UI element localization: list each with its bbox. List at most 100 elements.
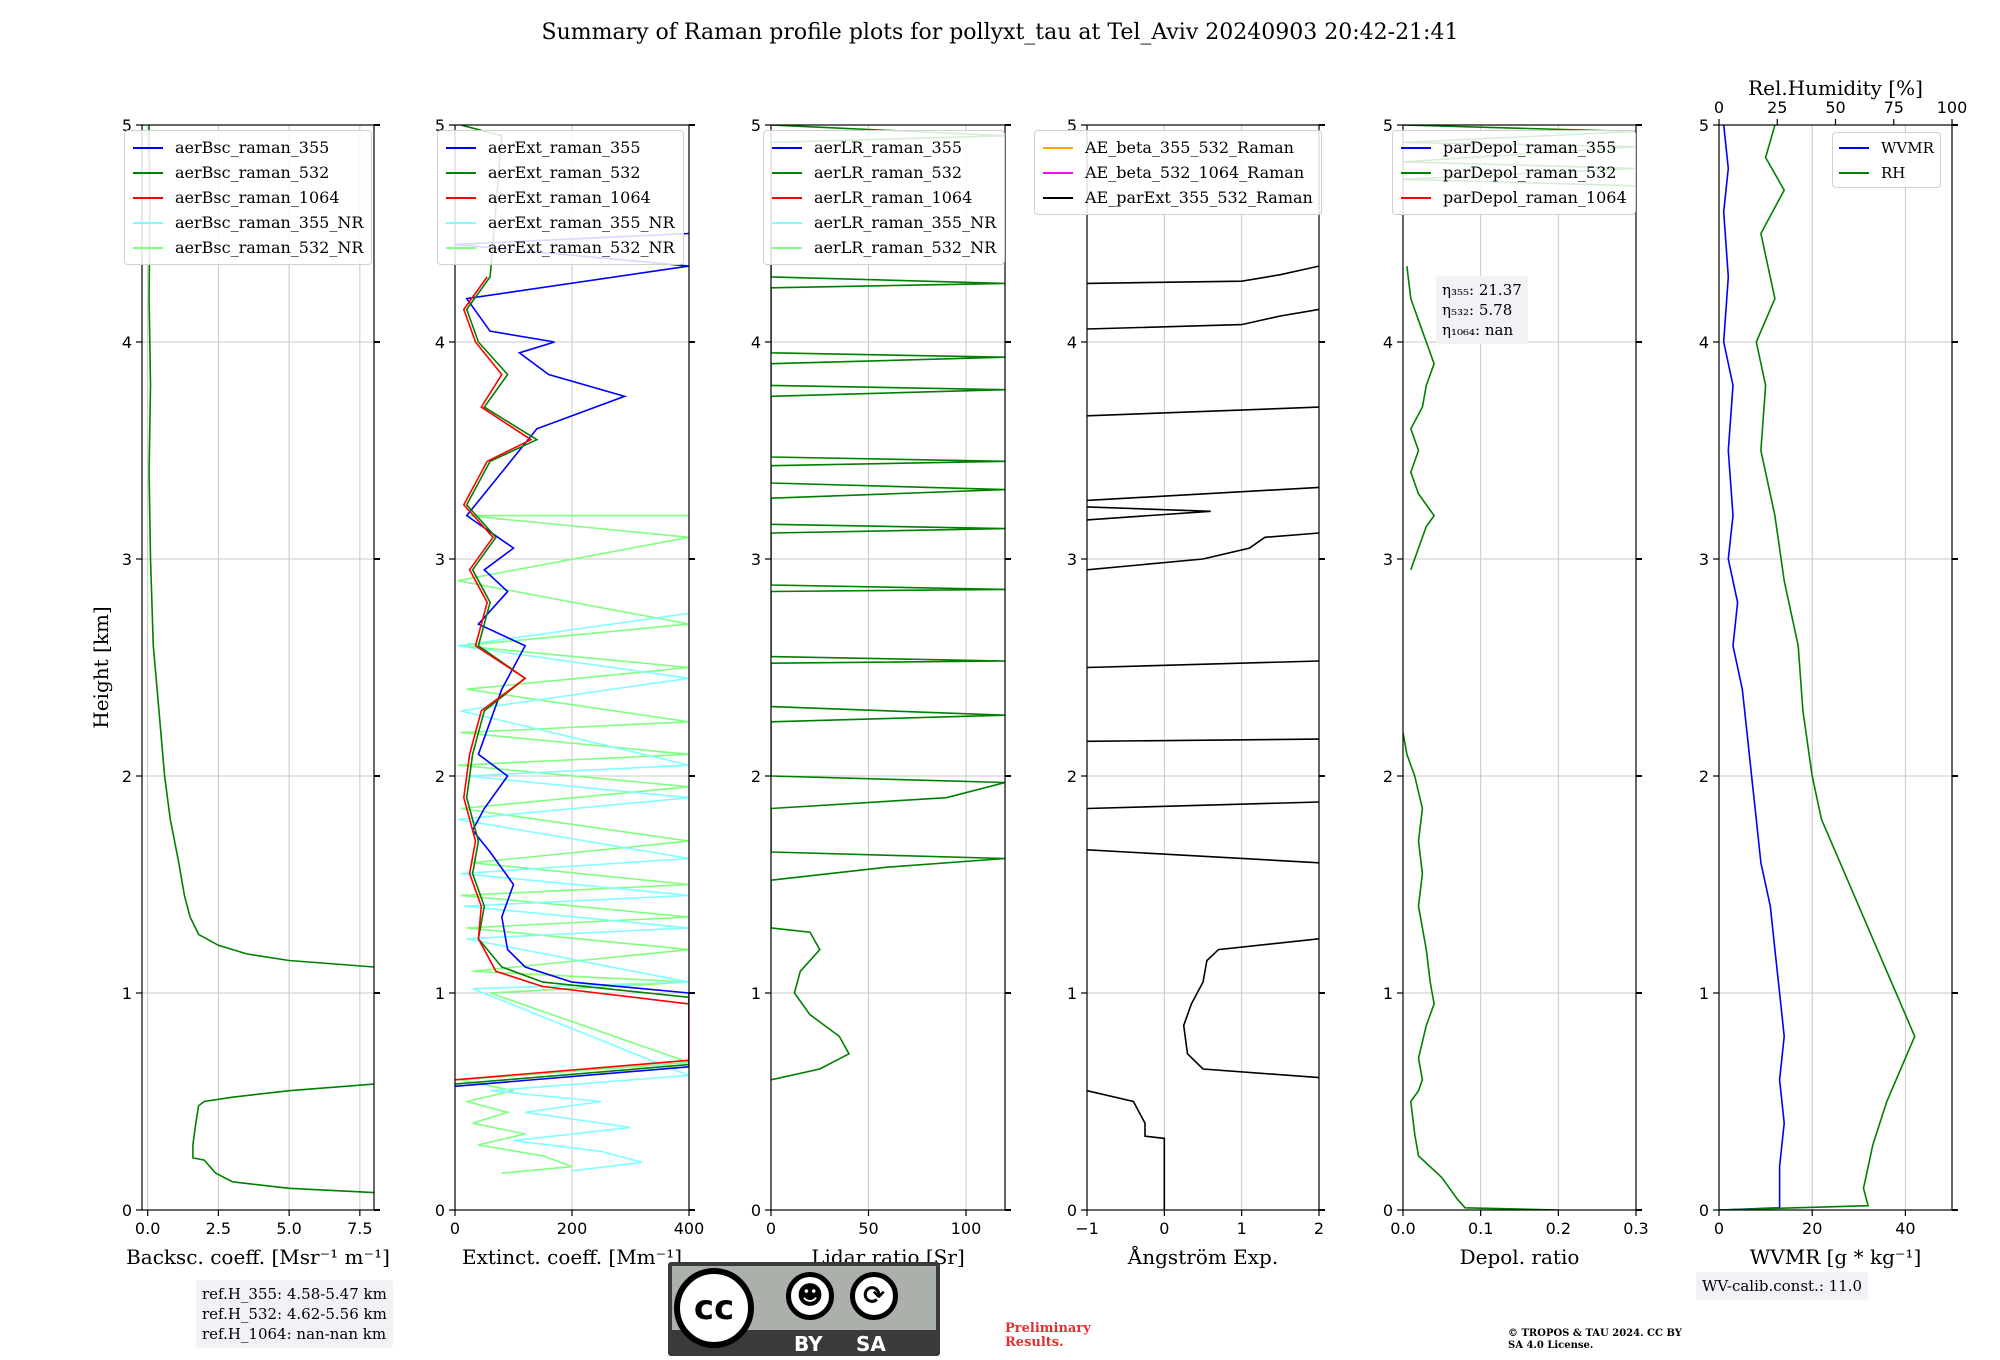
legend-swatch — [772, 246, 802, 249]
y-tick-label: 1 — [1383, 984, 1393, 1003]
y-tick-label: 1 — [435, 984, 445, 1003]
eta-1064: η₁₀₆₄: nan — [1442, 321, 1514, 339]
y-tick-label: 5 — [1699, 116, 1709, 135]
legend-swatch — [133, 221, 163, 224]
legend-swatch — [446, 246, 476, 249]
legend-swatch — [772, 146, 802, 149]
legend-entry: aerExt_raman_355 — [446, 135, 675, 160]
y-tick-label: 4 — [435, 333, 445, 352]
legend-label: AE_beta_532_1064_Raman — [1085, 163, 1305, 182]
ref-note-532: ref.H_532: 4.62-5.56 km — [202, 1305, 387, 1323]
series-line-aerExt_raman_355 — [455, 232, 689, 1088]
legend-swatch — [1043, 196, 1073, 199]
series-group — [1087, 265, 1319, 1210]
y-tick-label: 5 — [122, 116, 132, 135]
y-tick-label: 3 — [435, 550, 445, 569]
legend-swatch — [1839, 146, 1869, 149]
legend-entry: aerExt_raman_1064 — [446, 185, 675, 210]
legend-swatch — [1043, 171, 1073, 174]
x2-tick-label: 25 — [1767, 98, 1787, 117]
legend-label: aerBsc_raman_532 — [175, 163, 330, 182]
legend-entry: aerBsc_raman_355 — [133, 135, 363, 160]
y-tick-label: 0 — [435, 1201, 445, 1220]
x-tick-label: 100 — [951, 1219, 982, 1238]
y-tick-label: 1 — [1699, 984, 1709, 1003]
license-by-label: BY — [794, 1332, 823, 1356]
x-tick-label: 7.5 — [347, 1219, 372, 1238]
legend-entry: parDepol_raman_355 — [1401, 135, 1627, 160]
legend-label: aerBsc_raman_355_NR — [175, 213, 364, 232]
y-tick-label: 4 — [751, 333, 761, 352]
legend-label: aerExt_raman_532 — [488, 163, 641, 182]
y-tick-label: 5 — [1067, 116, 1077, 135]
series-line-parDepol_raman_532 — [1403, 732, 1559, 1210]
legend-entry: aerLR_raman_532_NR — [772, 235, 996, 260]
x-tick-label: −1 — [1075, 1219, 1099, 1238]
panel-5: 0.0 0.1 0.2 0.3 0 1 2 3 4 5 Depol. ratio — [1383, 116, 1649, 1269]
x-tick-label: 0.3 — [1623, 1219, 1648, 1238]
legend-entry: aerExt_raman_532 — [446, 160, 675, 185]
series-group — [455, 125, 689, 1174]
x2-tick-label: 100 — [1937, 98, 1968, 117]
legend-swatch — [133, 146, 163, 149]
y-tick-label: 2 — [435, 767, 445, 786]
legend-label: aerExt_raman_355_NR — [488, 213, 675, 232]
legend-swatch — [772, 196, 802, 199]
legend-swatch — [446, 221, 476, 224]
x-axis-label: Extinct. coeff. [Mm⁻¹] — [462, 1245, 682, 1269]
legend-swatch — [133, 246, 163, 249]
legend-label: aerLR_raman_532 — [814, 163, 963, 182]
legend-panel-2: aerExt_raman_355 aerExt_raman_532 aerExt_r… — [437, 130, 684, 265]
y-tick-label: 5 — [1383, 116, 1393, 135]
y-tick-label: 4 — [1383, 333, 1393, 352]
y-tick-label: 4 — [1067, 333, 1077, 352]
x-tick-label: 400 — [674, 1219, 705, 1238]
cc-logo-icon: cc — [674, 1268, 754, 1348]
figure-title: Summary of Raman profile plots for polly… — [541, 20, 1459, 45]
series-group — [148, 125, 374, 1194]
legend-label: aerLR_raman_355_NR — [814, 213, 997, 232]
legend-entry: AE_parExt_355_532_Raman — [1043, 185, 1313, 210]
series-line-aerLR_raman_532 — [771, 125, 1005, 1081]
legend-swatch — [446, 146, 476, 149]
preliminary-results-note: Preliminary Results. — [1005, 1321, 1091, 1350]
legend-entry: aerLR_raman_355_NR — [772, 210, 996, 235]
legend-swatch — [446, 196, 476, 199]
legend-entry: aerLR_raman_1064 — [772, 185, 996, 210]
legend-label: parDepol_raman_1064 — [1443, 188, 1627, 207]
share-alike-icon: ⟳ — [850, 1272, 898, 1320]
y-tick-label: 0 — [1383, 1201, 1393, 1220]
y-tick-label: 0 — [1067, 1201, 1077, 1220]
legend-label: WVMR — [1881, 138, 1934, 157]
legend-label: aerLR_raman_1064 — [814, 188, 973, 207]
ref-note-1064: ref.H_1064: nan-nan km — [202, 1325, 387, 1343]
series-line-aerExt_raman_355_NR — [457, 612, 689, 1172]
x-tick-label: 0.2 — [1546, 1219, 1571, 1238]
series-line-WVMR — [1719, 125, 1786, 1210]
series-line-AE_parExt_355_532_Raman — [1087, 486, 1319, 502]
x-tick-label: 5.0 — [276, 1219, 301, 1238]
license-sa-label: SA — [856, 1332, 886, 1356]
x-tick-label: 40 — [1895, 1219, 1915, 1238]
x-tick-label: 2.5 — [206, 1219, 231, 1238]
legend-label: aerBsc_raman_355 — [175, 138, 330, 157]
legend-swatch — [1401, 171, 1431, 174]
legend-panel-1: aerBsc_raman_355 aerBsc_raman_532 aerBsc_r… — [124, 130, 373, 265]
legend-entry: aerBsc_raman_532_NR — [133, 235, 363, 260]
legend-swatch — [1043, 146, 1073, 149]
legend-label: aerExt_raman_532_NR — [488, 238, 675, 257]
x-axis-label: WVMR [g * kg⁻¹] — [1750, 1245, 1922, 1269]
series-line-AE_parExt_355_532_Raman — [1087, 738, 1319, 743]
legend-label: parDepol_raman_355 — [1443, 138, 1617, 157]
legend-entry: RH — [1839, 160, 1934, 185]
legend-entry: aerBsc_raman_355_NR — [133, 210, 363, 235]
legend-swatch — [133, 171, 163, 174]
legend-entry: WVMR — [1839, 135, 1934, 160]
legend-label: aerLR_raman_355 — [814, 138, 963, 157]
y-tick-label: 0 — [1699, 1201, 1709, 1220]
x-tick-label: 50 — [858, 1219, 878, 1238]
legend-swatch — [133, 196, 163, 199]
wv-calibration-note: WV-calib.const.: 11.0 — [1696, 1272, 1869, 1300]
legend-entry: aerLR_raman_532 — [772, 160, 996, 185]
y-tick-label: 3 — [751, 550, 761, 569]
